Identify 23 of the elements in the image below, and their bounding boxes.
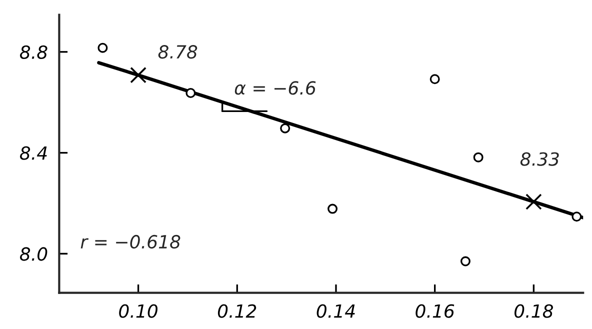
y-tick-label: 8.0	[20, 247, 48, 261]
x-tick-label: 0.16	[416, 304, 454, 318]
point	[572, 212, 582, 222]
point	[460, 256, 470, 266]
point	[280, 123, 290, 134]
annotation: 8.78	[158, 45, 198, 59]
point	[130, 66, 146, 84]
point	[328, 204, 338, 214]
x-tick-label: 0.14	[316, 304, 355, 318]
annotation: r = −0.618	[80, 234, 180, 249]
point	[186, 88, 196, 98]
x-tick-label: 0.10	[119, 304, 158, 318]
point	[430, 74, 440, 84]
x-tick-label: 0.12	[218, 304, 256, 318]
x-tick-label: 0.18	[514, 304, 554, 318]
point	[526, 194, 542, 210]
line-series	[97, 61, 584, 220]
point	[98, 42, 108, 53]
annotation: α = −6.6	[234, 81, 316, 95]
point	[473, 152, 484, 162]
y-tick-label: 8.8	[20, 45, 48, 60]
y-tick-label: 8.4	[20, 146, 47, 160]
annotation: 8.33	[520, 152, 559, 166]
